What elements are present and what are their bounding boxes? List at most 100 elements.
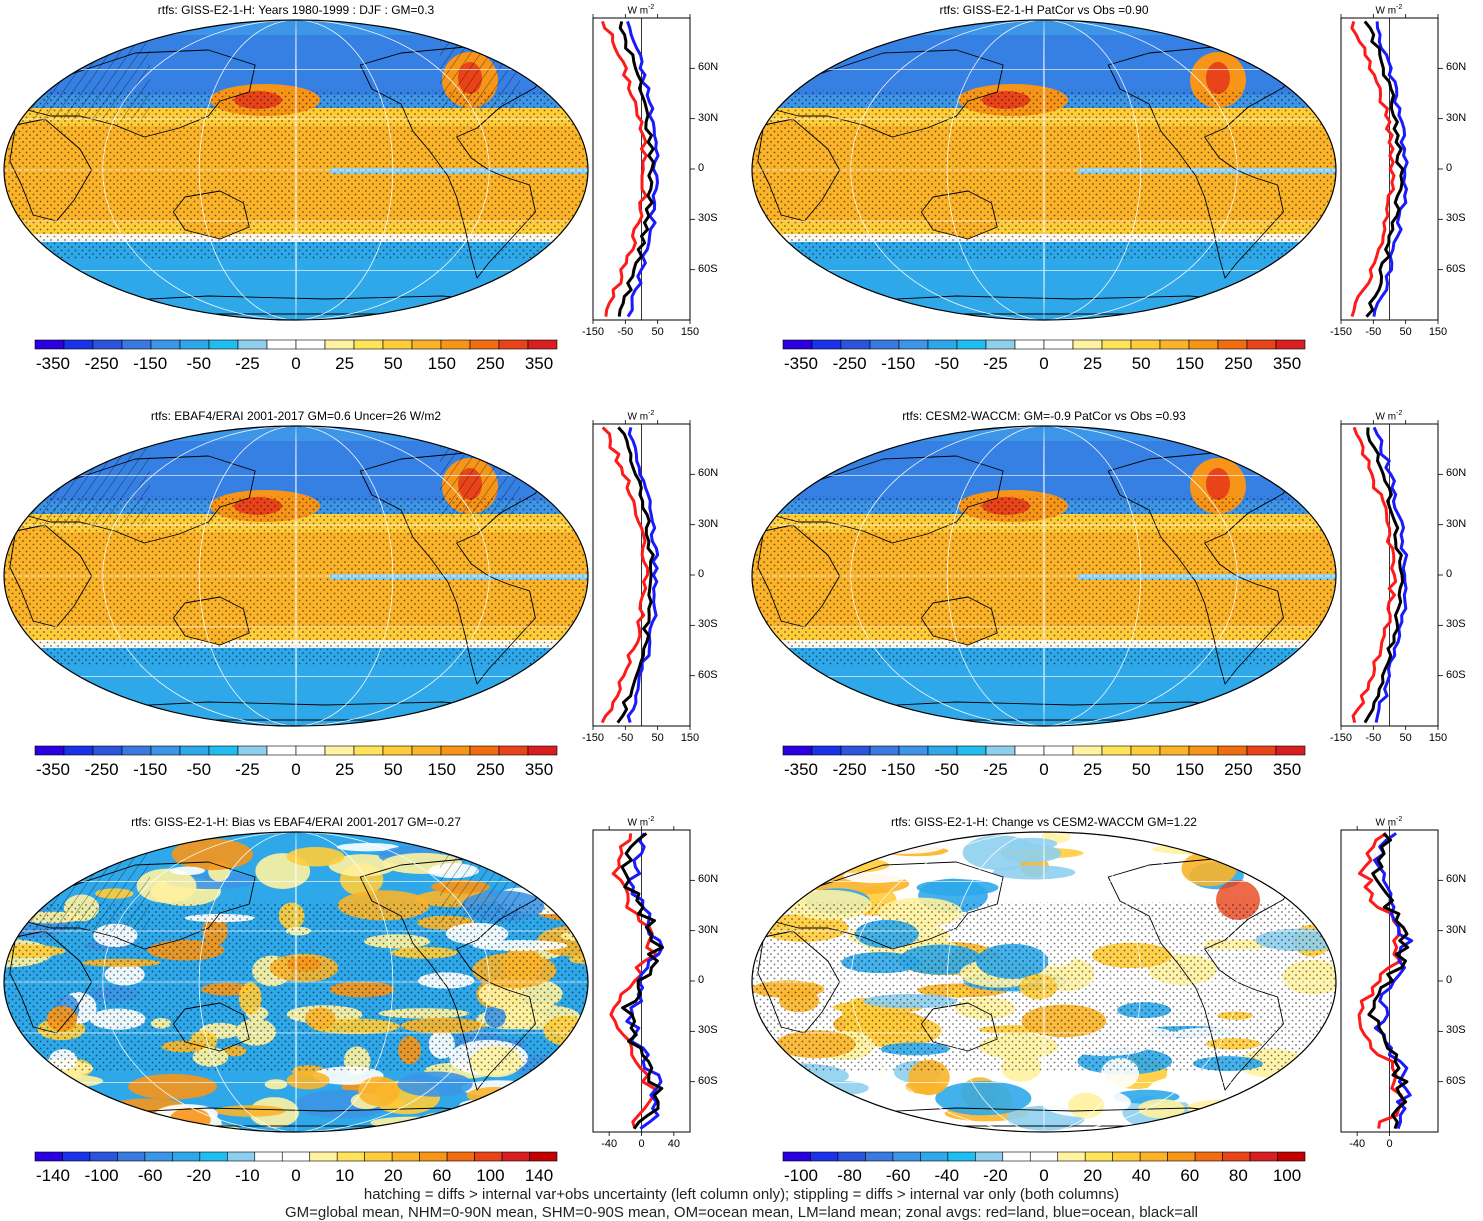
map-border [751, 19, 1337, 321]
zonal-line-all [1367, 832, 1410, 1130]
colorbar-swatch [1101, 339, 1132, 350]
colorbar-label: 60 [1180, 1166, 1200, 1185]
map-field [752, 20, 1336, 320]
colorbar-label: -80 [837, 1166, 862, 1185]
coastline [499, 440, 548, 466]
colorbar-swatch [1112, 1151, 1141, 1162]
zonal-tick-label: 150 [1428, 326, 1448, 338]
graticule [4, 426, 588, 726]
zonal-line-all [616, 426, 655, 724]
panel-2: rtfs: GISS-E2-1-H PatCor vs Obs =0.90 -35… [748, 0, 1483, 390]
zonal-line-all [617, 21, 655, 317]
colorbar-swatch [501, 1151, 530, 1162]
zonal-tick-label: 50 [651, 732, 664, 744]
colorbar-label: 20 [383, 1166, 403, 1185]
colorbar-label: 10 [335, 1166, 355, 1185]
colorbar-swatch [117, 1151, 146, 1162]
colorbar-swatch [92, 745, 123, 756]
colorbar-label: -150 [133, 760, 168, 779]
colorbar-swatch [898, 339, 929, 350]
colorbar-swatch [956, 745, 987, 756]
colorbar-swatch [1002, 1151, 1031, 1162]
zonal-tick-label: 150 [1428, 732, 1448, 744]
latitude-label: 60S [1446, 1074, 1466, 1087]
colorbar-swatch [782, 339, 813, 350]
panel-svg [751, 14, 1443, 350]
colorbar-swatch [840, 339, 871, 350]
zonal-tick-label: 0 [1386, 1138, 1393, 1150]
colorbar-label: -250 [832, 760, 867, 779]
zonal-plot [1340, 14, 1443, 324]
colorbar-label: -50 [186, 354, 212, 373]
coastline [1247, 846, 1296, 872]
zonal-tick-label: -50 [1365, 732, 1382, 744]
panel-svg [751, 826, 1443, 1162]
zonal-line-land [609, 833, 659, 1130]
latitude-label: 60N [698, 467, 719, 480]
colorbar-swatch [34, 339, 65, 350]
panel-svg [3, 826, 695, 1162]
latitude-label: 30S [1446, 212, 1466, 225]
colorbar-swatch [179, 339, 210, 350]
colorbar-label: -60 [137, 1166, 163, 1185]
zonal-tick-label: 0 [638, 1138, 645, 1150]
colorbar-swatch [382, 745, 413, 756]
colorbar-swatch [1130, 339, 1161, 350]
latitude-label: 60N [1446, 61, 1467, 74]
zonal-line-land [1357, 832, 1404, 1129]
colorbar-label: 50 [1131, 354, 1151, 373]
latitude-label: 30S [698, 618, 718, 631]
graticule [4, 832, 588, 1132]
colorbar-swatch [1188, 745, 1219, 756]
colorbar-swatch [837, 1151, 866, 1162]
colorbar-label: 250 [1224, 354, 1253, 373]
latitude-label: 60N [1446, 467, 1467, 480]
colorbar-swatch [1043, 339, 1074, 350]
colorbar-swatch [810, 1151, 839, 1162]
map-border [751, 425, 1337, 727]
latitude-label: 30S [698, 212, 718, 225]
zonal-tick-label: -150 [1329, 326, 1353, 338]
zonal-line-ocean [626, 427, 660, 724]
colorbar-swatch [266, 339, 297, 350]
colorbar-swatch [1139, 1151, 1168, 1162]
latitude-label: 60S [1446, 262, 1466, 275]
colorbar-swatch [498, 745, 529, 756]
colorbar-swatch [63, 745, 94, 756]
colorbar-label: 140 [524, 1166, 554, 1185]
zonal-unit: W m-2 [1375, 816, 1403, 829]
colorbar-label: 150 [1175, 354, 1204, 373]
coastline [499, 34, 548, 60]
colorbar-swatch [1249, 1151, 1278, 1162]
colorbar-label: 150 [1175, 760, 1204, 779]
zonal-tick-label: -50 [617, 326, 634, 338]
colorbar-swatch [898, 745, 929, 756]
colorbar-swatch [1222, 1151, 1251, 1162]
zonal-line-land [1351, 426, 1398, 723]
colorbar-swatch [947, 1151, 976, 1162]
colorbar-swatch [1275, 339, 1306, 350]
colorbar-swatch [336, 1151, 365, 1162]
coastline [1247, 440, 1296, 466]
colorbar-label: -350 [783, 354, 819, 373]
colorbar-swatch [985, 745, 1016, 756]
map-border [3, 425, 589, 727]
zonal-line-land [1350, 20, 1396, 318]
colorbar-label: -40 [934, 1166, 960, 1185]
colorbar-label: 350 [1272, 354, 1302, 373]
colorbar-swatch [1072, 745, 1103, 756]
colorbar-swatch [1014, 339, 1045, 350]
colorbar-swatch [1217, 339, 1248, 350]
colorbar-swatch [144, 1151, 173, 1162]
panel-title: rtfs: GISS-E2-1-H: Change vs CESM2-WACCM… [891, 815, 1197, 829]
colorbar-label: -150 [133, 354, 168, 373]
latitude-label: 30N [1446, 517, 1467, 530]
colorbar-swatch [382, 339, 413, 350]
panel-3: rtfs: EBAF4/ERAI 2001-2017 GM=0.6 Uncer=… [0, 406, 740, 796]
colorbar-swatch [782, 1151, 811, 1162]
colorbar-label: -250 [832, 354, 867, 373]
colorbar-label: 60 [432, 1166, 452, 1185]
colorbar-swatch [440, 339, 471, 350]
latitude-label: 60S [698, 1074, 718, 1087]
latitude-label: 60N [1446, 873, 1467, 886]
